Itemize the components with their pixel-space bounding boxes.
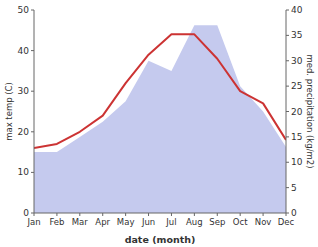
x-tick-label: Jun [141,217,155,227]
x-tick-label: Jul [165,217,176,227]
y-tick [31,131,34,132]
y2-tick [286,111,289,112]
y2-tick-label: 25 [291,81,302,91]
x-tick [286,213,287,216]
y2-tick [286,187,289,188]
y2-tick [286,60,289,61]
y2-tick [286,162,289,163]
y2-tick-label: 15 [291,132,302,142]
temp-line [34,34,286,148]
y-tick-label: 20 [18,127,30,137]
x-axis [34,213,286,214]
y2-tick [286,35,289,36]
x-tick-label: Oct [233,217,248,227]
y-tick [31,10,34,11]
y2-tick-label: 20 [291,107,303,117]
x-tick-label: Apr [95,217,110,227]
y-axis [34,10,35,213]
y2-tick-label: 10 [291,157,303,167]
x-axis-label: date (month) [125,234,196,245]
y2-axis-label: med. precipitation (kg/m2) [305,54,315,168]
y2-tick-label: 40 [291,5,303,15]
precip-area [34,25,286,213]
y-tick [31,91,34,92]
x-tick [34,213,35,216]
y-tick [31,172,34,173]
x-tick-label: Feb [49,217,64,227]
chart: 010203040500510152025303540JanFebMarAprM… [0,0,318,247]
plot-area [34,25,286,213]
y-tick-label: 10 [18,167,30,177]
x-tick [102,213,103,216]
x-tick [171,213,172,216]
x-tick [194,213,195,216]
y2-tick [286,10,289,11]
y2-tick [286,86,289,87]
x-tick [56,213,57,216]
x-tick [125,213,126,216]
x-tick-label: Aug [186,217,203,227]
x-tick-label: Jan [26,217,40,227]
x-tick-label: Nov [255,217,272,227]
x-tick-label: Mar [72,217,89,227]
y2-tick-label: 30 [291,56,303,66]
y-tick-label: 40 [18,46,30,56]
x-tick-label: Sep [209,217,225,227]
x-tick [240,213,241,216]
y-axis-label: max temp (C) [4,82,14,141]
x-tick-label: May [117,217,135,227]
y-tick-label: 30 [18,86,30,96]
x-tick [79,213,80,216]
y-tick-label: 50 [18,5,30,15]
x-tick [217,213,218,216]
y2-tick-label: 5 [291,183,297,193]
x-tick-label: Dec [278,217,295,227]
x-tick [263,213,264,216]
y2-tick-label: 35 [291,30,302,40]
x-tick [148,213,149,216]
y-tick [31,50,34,51]
y2-tick [286,136,289,137]
